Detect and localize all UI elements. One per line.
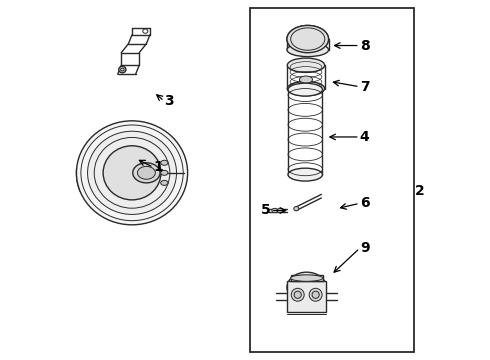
Ellipse shape: [103, 146, 161, 200]
Bar: [291, 275, 323, 281]
Ellipse shape: [287, 43, 329, 57]
Text: 6: 6: [360, 196, 369, 210]
Ellipse shape: [88, 131, 176, 215]
Ellipse shape: [287, 26, 329, 53]
Ellipse shape: [272, 208, 278, 213]
Ellipse shape: [291, 288, 304, 301]
Text: 3: 3: [164, 94, 174, 108]
Text: 7: 7: [360, 80, 369, 94]
Ellipse shape: [161, 180, 168, 185]
Text: 2: 2: [416, 184, 425, 198]
Ellipse shape: [309, 288, 322, 301]
Bar: [287, 281, 326, 312]
Ellipse shape: [312, 291, 319, 298]
Ellipse shape: [287, 81, 324, 96]
Ellipse shape: [294, 207, 299, 211]
Ellipse shape: [287, 58, 324, 72]
Ellipse shape: [299, 76, 313, 83]
Text: 8: 8: [360, 39, 369, 53]
Text: 1: 1: [153, 161, 163, 175]
Bar: [250, 8, 414, 352]
Ellipse shape: [291, 275, 323, 281]
Ellipse shape: [288, 83, 322, 96]
Ellipse shape: [288, 168, 322, 181]
Ellipse shape: [161, 170, 168, 175]
Ellipse shape: [287, 26, 329, 53]
Text: 4: 4: [360, 130, 369, 144]
Ellipse shape: [121, 68, 124, 71]
Ellipse shape: [133, 163, 160, 183]
Ellipse shape: [137, 166, 155, 179]
Ellipse shape: [287, 272, 326, 303]
Text: 5: 5: [261, 203, 271, 217]
Ellipse shape: [161, 160, 168, 165]
Text: 9: 9: [360, 241, 369, 255]
Ellipse shape: [119, 66, 126, 73]
Ellipse shape: [76, 121, 188, 225]
Ellipse shape: [143, 29, 148, 33]
Ellipse shape: [277, 208, 283, 213]
Ellipse shape: [294, 291, 301, 298]
